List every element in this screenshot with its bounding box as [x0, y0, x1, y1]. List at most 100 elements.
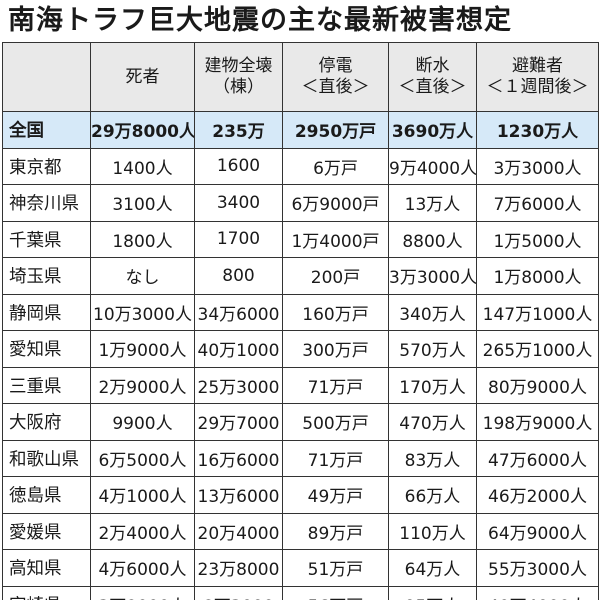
header-deaths-label: 死者 [125, 66, 160, 87]
buildings-cell: 25万3000 [194, 366, 283, 404]
header-water-label: 断水 [415, 56, 450, 76]
power-outage-cell: 300万戸 [282, 330, 389, 368]
deaths-cell: 2万4000人 [90, 512, 195, 550]
evacuees-cell: 64万9000人 [476, 512, 599, 550]
power-outage-cell: 200戸 [282, 257, 389, 295]
page-title: 南海トラフ巨大地震の主な最新被害想定 [8, 5, 512, 36]
header-power-outage: 停電 ＜直後＞ [282, 42, 389, 112]
table-body: 全国 29万8000人 235万 2950万戸 3690万人 1230万人 東京都 1400人… [2, 111, 599, 600]
header-water-outage: 断水 ＜直後＞ [388, 42, 477, 112]
header-buildings-label: 建物全壊 [204, 56, 273, 76]
prefecture-cell: 大阪府 [2, 403, 91, 441]
prefecture-cell: 静岡県 [2, 293, 91, 331]
table-row: 和歌山県 6万5000人 16万6000 71万戸 83万人 47万6000人 [2, 439, 599, 477]
deaths-cell: 2万9000人 [90, 366, 195, 404]
prefecture-cell: 千葉県 [2, 220, 91, 258]
header-corner-cell [2, 42, 91, 112]
buildings-cell: 34万6000 [194, 293, 283, 331]
prefecture-cell: 和歌山県 [2, 439, 91, 477]
evacuees-cell: 7万6000人 [476, 184, 599, 222]
prefecture-cell: 宮崎県 [2, 585, 91, 600]
power-outage-cell: 500万戸 [282, 403, 389, 441]
table-row: 大阪府 9900人 29万7000 500万戸 470万人 198万9000人 [2, 403, 599, 441]
prefecture-cell: 徳島県 [2, 476, 91, 514]
water-outage-cell: 3690万人 [388, 111, 477, 149]
power-outage-cell: 6万戸 [282, 147, 389, 185]
deaths-cell: 4万6000人 [90, 549, 195, 587]
deaths-cell: 3万9000人 [90, 585, 195, 600]
buildings-cell: 16万6000 [194, 439, 283, 477]
buildings-cell: 235万 [194, 111, 283, 149]
buildings-cell: 800 [194, 257, 283, 295]
table-row: 静岡県 10万3000人 34万6000 160万戸 340万人 147万1000人 [2, 293, 599, 331]
power-outage-cell: 6万9000戸 [282, 184, 389, 222]
evacuees-cell: 55万3000人 [476, 549, 599, 587]
water-outage-cell: 95万人 [388, 585, 477, 600]
header-buildings: 建物全壊 （棟） [194, 42, 283, 112]
evacuees-cell: 1230万人 [476, 111, 599, 149]
deaths-cell: 1万9000人 [90, 330, 195, 368]
deaths-cell: 6万5000人 [90, 439, 195, 477]
deaths-cell: なし [90, 257, 195, 295]
buildings-cell: 1600 [194, 147, 283, 185]
table-row: 宮崎県3万9000人8万300056万戸95万人40万4000人 [2, 585, 599, 600]
buildings-cell: 23万8000 [194, 549, 283, 587]
table-row: 東京都 1400人 1600 6万戸 9万4000人 3万3000人 [2, 147, 599, 185]
power-outage-cell: 56万戸 [282, 585, 389, 600]
power-outage-cell: 2950万戸 [282, 111, 389, 149]
prefecture-cell: 高知県 [2, 549, 91, 587]
power-outage-cell: 71万戸 [282, 366, 389, 404]
water-outage-cell: 470万人 [388, 403, 477, 441]
prefecture-cell: 愛媛県 [2, 512, 91, 550]
deaths-cell: 4万1000人 [90, 476, 195, 514]
deaths-cell: 29万8000人 [90, 111, 195, 149]
power-outage-cell: 51万戸 [282, 549, 389, 587]
prefecture-cell: 神奈川県 [2, 184, 91, 222]
water-outage-cell: 9万4000人 [388, 147, 477, 185]
header-evacuees-label: 避難者 [512, 56, 563, 76]
deaths-cell: 3100人 [90, 184, 195, 222]
table-row: 三重県 2万9000人 25万3000 71万戸 170万人 80万9000人 [2, 366, 599, 404]
prefecture-cell: 東京都 [2, 147, 91, 185]
table-row: 千葉県 1800人 1700 1万4000戸 8800人 1万5000人 [2, 220, 599, 258]
header-deaths: 死者 [90, 42, 195, 112]
evacuees-cell: 1万8000人 [476, 257, 599, 295]
water-outage-cell: 570万人 [388, 330, 477, 368]
evacuees-cell: 1万5000人 [476, 220, 599, 258]
deaths-cell: 9900人 [90, 403, 195, 441]
power-outage-cell: 49万戸 [282, 476, 389, 514]
deaths-cell: 1800人 [90, 220, 195, 258]
deaths-cell: 1400人 [90, 147, 195, 185]
evacuees-cell: 47万6000人 [476, 439, 599, 477]
evacuees-cell: 46万2000人 [476, 476, 599, 514]
buildings-cell: 8万3000 [194, 585, 283, 600]
water-outage-cell: 3万3000人 [388, 257, 477, 295]
water-outage-cell: 170万人 [388, 366, 477, 404]
water-outage-cell: 8800人 [388, 220, 477, 258]
header-evacuees: 避難者 ＜１週間後＞ [476, 42, 599, 112]
evacuees-cell: 40万4000人 [476, 585, 599, 600]
table-row: 高知県 4万6000人 23万8000 51万戸 64万人 55万3000人 [2, 549, 599, 587]
water-outage-cell: 13万人 [388, 184, 477, 222]
buildings-cell: 40万1000 [194, 330, 283, 368]
evacuees-cell: 3万3000人 [476, 147, 599, 185]
prefecture-cell: 全国 [2, 111, 91, 149]
water-outage-cell: 340万人 [388, 293, 477, 331]
header-water-timing: ＜直後＞ [398, 77, 467, 97]
evacuees-cell: 80万9000人 [476, 366, 599, 404]
prefecture-cell: 埼玉県 [2, 257, 91, 295]
header-power-label: 停電 [318, 56, 353, 76]
deaths-cell: 10万3000人 [90, 293, 195, 331]
national-total-row: 全国 29万8000人 235万 2950万戸 3690万人 1230万人 [2, 111, 599, 149]
buildings-cell: 13万6000 [194, 476, 283, 514]
table-row: 徳島県 4万1000人 13万6000 49万戸 66万人 46万2000人 [2, 476, 599, 514]
evacuees-cell: 265万1000人 [476, 330, 599, 368]
damage-estimate-table: 死者 建物全壊 （棟） 停電 ＜直後＞ 断水 ＜直後＞ 避難者 ＜１週間後＞ 全… [2, 42, 599, 600]
buildings-cell: 29万7000 [194, 403, 283, 441]
power-outage-cell: 71万戸 [282, 439, 389, 477]
evacuees-cell: 198万9000人 [476, 403, 599, 441]
table-row: 埼玉県 なし 800 200戸 3万3000人 1万8000人 [2, 257, 599, 295]
water-outage-cell: 66万人 [388, 476, 477, 514]
water-outage-cell: 110万人 [388, 512, 477, 550]
evacuees-cell: 147万1000人 [476, 293, 599, 331]
